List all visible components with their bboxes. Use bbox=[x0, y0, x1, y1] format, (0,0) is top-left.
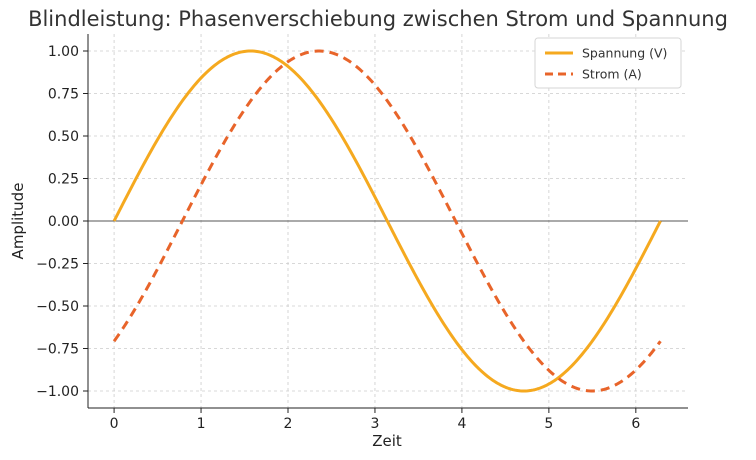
x-tick-label-1: 1 bbox=[197, 416, 206, 432]
x-tick-label-2: 2 bbox=[284, 416, 293, 432]
y-tick-label-7: −0.75 bbox=[36, 342, 79, 358]
legend-label-strom: Strom (A) bbox=[582, 67, 642, 82]
x-tick-label-6: 6 bbox=[631, 416, 640, 432]
y-tick-label-3: 0.25 bbox=[48, 172, 79, 188]
series-group bbox=[112, 49, 662, 393]
x-tick-label-4: 4 bbox=[457, 416, 466, 432]
legend: Spannung (V) Strom (A) bbox=[534, 37, 682, 89]
x-tick-label-5: 5 bbox=[544, 416, 553, 432]
y-tick-label-6: −0.50 bbox=[36, 299, 79, 315]
chart-title: Blindleistung: Phasenverschiebung zwisch… bbox=[28, 7, 728, 31]
x-tick-label-0: 0 bbox=[110, 416, 119, 432]
y-tick-label-0: 1.00 bbox=[48, 44, 79, 60]
y-ticks: 1.00 0.75 0.50 0.25 0.00 −0.25 −0.50 −0.75 −1.00 bbox=[36, 44, 88, 400]
y-tick-label-1: 0.75 bbox=[48, 87, 79, 103]
x-ticks: 0 1 2 3 4 5 6 bbox=[110, 408, 640, 432]
series-line-spannung bbox=[112, 49, 662, 393]
y-axis-label: Amplitude bbox=[9, 183, 27, 260]
y-tick-label-8: −1.00 bbox=[36, 384, 79, 400]
y-tick-label-5: −0.25 bbox=[36, 257, 79, 273]
y-tick-label-4: 0.00 bbox=[48, 214, 79, 230]
legend-label-spannung: Spannung (V) bbox=[582, 46, 667, 61]
y-tick-label-2: 0.50 bbox=[48, 129, 79, 145]
x-tick-label-3: 3 bbox=[370, 416, 379, 432]
series-line-strom bbox=[112, 49, 662, 393]
x-axis-label: Zeit bbox=[372, 432, 402, 450]
